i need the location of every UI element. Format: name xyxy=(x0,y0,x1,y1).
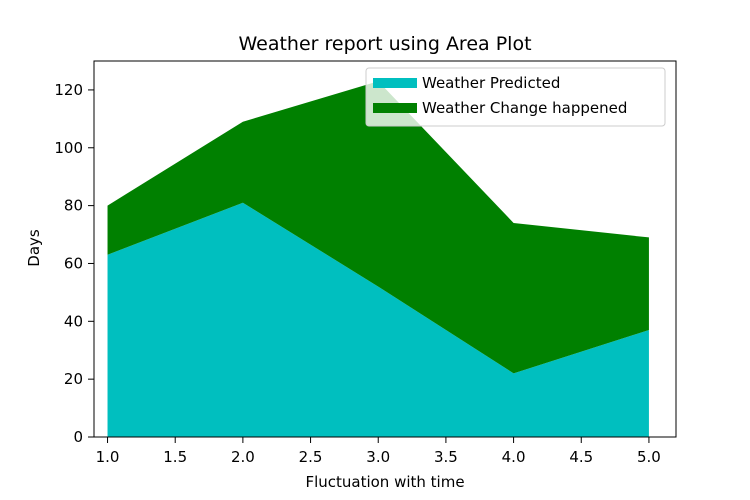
legend-swatch-1 xyxy=(373,78,417,88)
y-axis-label: Days xyxy=(25,229,43,267)
legend-swatch-2 xyxy=(373,103,417,113)
x-tick-label-5: 3.0 xyxy=(366,448,390,466)
legend-box xyxy=(365,67,666,127)
series-area-2 xyxy=(107,81,649,374)
legend-label-2: Weather Change happened xyxy=(422,99,627,117)
x-tick-label-8: 4.5 xyxy=(569,448,593,466)
plot-area xyxy=(93,60,677,438)
plot-frame xyxy=(93,60,677,438)
x-tick-label-7: 4.0 xyxy=(502,448,526,466)
series-area-1 xyxy=(107,202,649,437)
x-tick-label-6: 3.5 xyxy=(434,448,458,466)
x-axis: 1.0 1.5 2.0 2.5 3.0 3.5 4.0 4.5 5.0 xyxy=(96,437,661,466)
x-tick-label-9: 5.0 xyxy=(637,448,661,466)
y-axis: 0 20 40 60 80 100 120 xyxy=(54,81,94,446)
legend-label-1: Weather Predicted xyxy=(422,74,560,92)
y-tick-label-3: 40 xyxy=(64,312,83,330)
y-tick-label-4: 60 xyxy=(64,254,83,272)
chart-title: Weather report using Area Plot xyxy=(238,33,531,55)
y-tick-label-6: 100 xyxy=(54,139,83,157)
y-tick-label-7: 120 xyxy=(54,81,83,99)
y-tick-label-2: 20 xyxy=(64,370,83,388)
x-tick-label-2: 1.5 xyxy=(163,448,187,466)
y-tick-label-5: 80 xyxy=(64,197,83,215)
chart-legend: Weather Predicted Weather Change happened xyxy=(365,67,666,127)
x-tick-label-4: 2.5 xyxy=(299,448,323,466)
x-axis-label: Fluctuation with time xyxy=(305,473,464,491)
x-tick-label-3: 2.0 xyxy=(231,448,255,466)
y-tick-label-1: 0 xyxy=(73,428,83,446)
x-tick-label-1: 1.0 xyxy=(96,448,120,466)
